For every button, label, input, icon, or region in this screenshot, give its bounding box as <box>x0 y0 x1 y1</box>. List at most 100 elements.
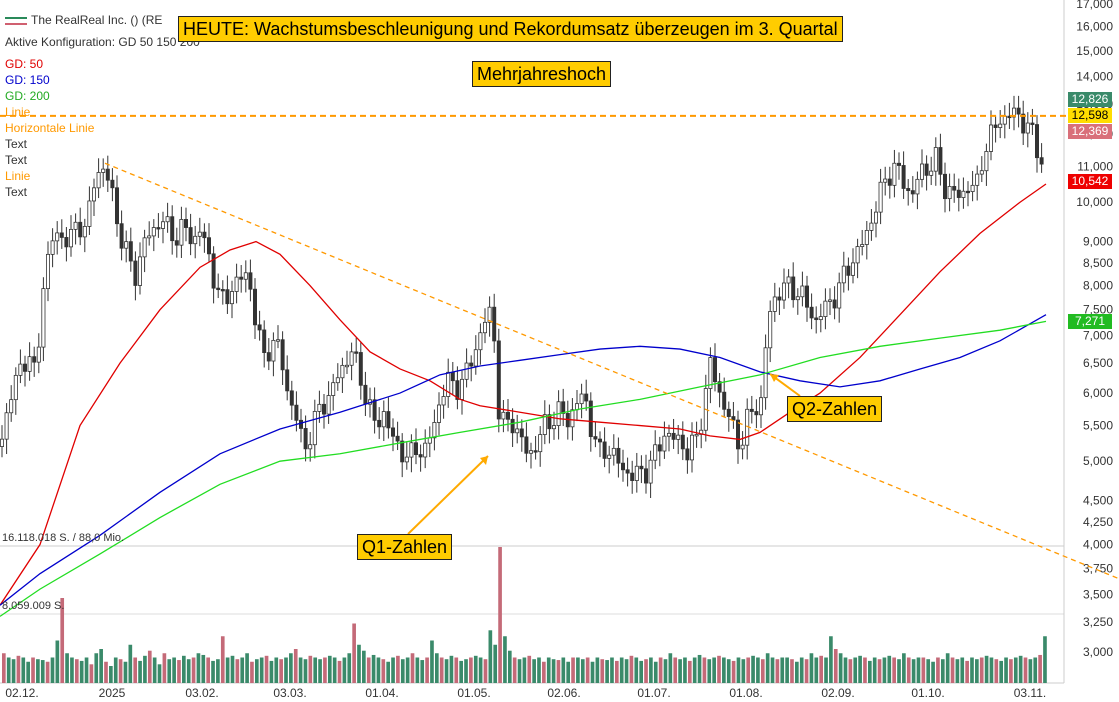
candle-body <box>851 262 856 276</box>
volume-bar <box>945 653 950 683</box>
volume-bar <box>230 655 235 683</box>
legend-gd200[interactable]: GD: 200 <box>5 89 50 103</box>
candle-body <box>708 357 713 389</box>
volume-bar <box>347 653 352 683</box>
volume-bar <box>634 657 639 683</box>
candle-body <box>96 172 101 189</box>
y-tick-label: 17,000 <box>1076 0 1113 11</box>
candle-body <box>920 163 925 180</box>
volume-bar <box>464 659 468 683</box>
candle-body <box>533 450 538 453</box>
candle-body <box>119 223 124 249</box>
candle-body <box>354 351 359 354</box>
volume-bar <box>201 654 206 683</box>
volume-bar <box>571 657 575 683</box>
volume-bar <box>936 657 940 683</box>
volume-bar <box>624 659 629 683</box>
volume-bar <box>979 657 984 683</box>
volume-bar <box>89 664 94 683</box>
candle-body <box>501 411 506 420</box>
candle-body <box>404 456 409 463</box>
candle-body <box>588 400 593 437</box>
volume-bar <box>430 640 434 683</box>
volume-bar <box>814 657 819 683</box>
volume-bar <box>366 657 371 683</box>
candle-body <box>459 378 464 400</box>
legend-item-text[interactable]: Text <box>5 185 28 199</box>
candle-body <box>105 168 110 181</box>
candle-body <box>358 352 363 386</box>
volume-bar <box>537 657 541 683</box>
legend-item-horizontale-linie[interactable]: Horizontale Linie <box>5 121 95 135</box>
volume-bar <box>833 649 838 683</box>
price-badge-last: 12,826 <box>1068 92 1112 107</box>
candle-body <box>82 226 87 238</box>
candle-body <box>901 165 906 189</box>
volume-bar <box>245 653 249 683</box>
volume-bar <box>663 659 668 683</box>
candle-body <box>160 221 165 229</box>
candle-body <box>570 409 575 428</box>
candle-body <box>69 228 74 248</box>
volume-bar <box>994 659 999 683</box>
candle-body <box>864 230 869 245</box>
volume-bar <box>444 659 449 683</box>
volume-bar <box>921 657 926 683</box>
volume-bar <box>313 657 318 683</box>
legend-item-text[interactable]: Text <box>5 137 28 151</box>
volume-bar <box>157 664 162 683</box>
candle-body <box>147 235 152 239</box>
candle-body <box>59 232 64 238</box>
volume-bar <box>128 644 133 683</box>
volume-bar <box>410 653 415 683</box>
candle-body <box>910 190 915 195</box>
volume-bar <box>123 661 128 683</box>
legend-gd50[interactable]: GD: 50 <box>5 57 44 71</box>
volume-bar <box>420 660 425 683</box>
volume-bar <box>240 657 245 683</box>
volume-bar <box>595 657 600 683</box>
candle-body <box>759 397 764 416</box>
volume-bar <box>858 655 862 683</box>
volume-bar <box>415 657 420 683</box>
candle-body <box>174 240 179 246</box>
legend-item-linie[interactable]: Linie <box>5 169 31 183</box>
volume-bar <box>867 660 872 683</box>
candle-body <box>257 324 262 331</box>
candle-body <box>1007 115 1012 119</box>
candle-body <box>736 419 741 450</box>
y-tick-label: 16,000 <box>1076 20 1113 34</box>
legend-item-text[interactable]: Text <box>5 153 28 167</box>
volume-bar <box>585 657 590 683</box>
volume-bar <box>191 657 196 683</box>
candle-body <box>823 300 828 318</box>
volume-bar <box>512 657 517 683</box>
volume-bar <box>707 659 712 683</box>
volume-bar <box>274 657 279 683</box>
candle-body <box>202 231 207 239</box>
candle-body <box>841 265 846 284</box>
y-tick-label: 15,000 <box>1076 44 1113 58</box>
volume-bar <box>765 653 770 683</box>
volume-bar <box>31 657 35 683</box>
candle-body <box>754 411 759 416</box>
candle-body <box>579 393 584 405</box>
candle-body <box>979 170 984 175</box>
candle-body <box>92 187 97 202</box>
candle-body <box>64 237 69 248</box>
candle-body <box>961 190 966 198</box>
candle-body <box>478 332 483 351</box>
legend-gd150[interactable]: GD: 150 <box>5 73 50 87</box>
candle-body <box>331 382 336 396</box>
volume-bar <box>809 653 814 683</box>
volume-bar <box>478 657 483 683</box>
candle-body <box>4 412 9 440</box>
candle-body <box>1021 113 1026 134</box>
candle-body <box>860 244 865 247</box>
legend-item-linie[interactable]: Linie <box>5 105 31 119</box>
candle-body <box>423 442 428 458</box>
candle-body <box>897 162 902 166</box>
volume-bar <box>653 661 658 683</box>
volume-bar <box>658 657 663 683</box>
